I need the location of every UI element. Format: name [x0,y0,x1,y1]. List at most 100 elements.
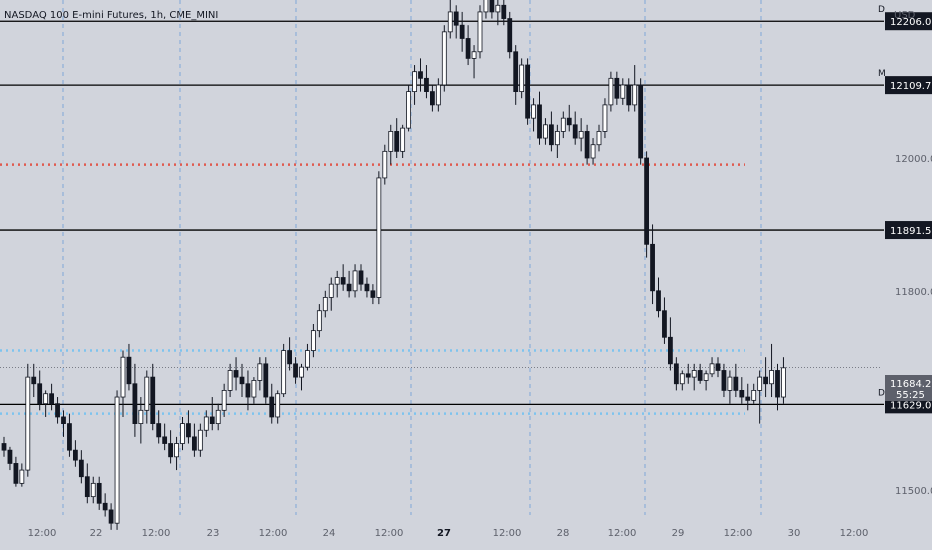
level-type-label: M [878,69,886,79]
candle-body [394,131,400,152]
level-price-label: 11891.50 [890,226,932,237]
candle-body [537,104,542,139]
time-label: 27 [437,528,451,539]
candle-body [495,4,501,13]
candle-body [679,373,685,385]
candle-body [596,131,602,146]
candle-body [96,482,102,504]
candle-body [608,77,614,106]
candle-body [650,243,655,292]
candle-body [739,389,745,398]
candle-body [721,370,727,391]
candle-body [727,376,733,391]
candle-body [626,84,632,106]
candle-body [305,350,310,368]
candle-body [340,277,346,285]
candle-body [382,150,388,179]
candles [1,0,786,530]
candle-body [435,84,441,106]
candle-body [519,64,525,93]
chart-title: NASDAQ 100 E-mini Futures, 1h, CME_MINI [4,10,218,21]
candle-body [358,270,364,285]
candle-body [221,389,227,411]
candle-body [668,336,673,365]
candle-body [632,84,638,106]
candle-body [477,11,483,53]
candle-body [513,51,519,92]
candle-body [73,449,78,461]
candle-body [584,131,590,159]
candle-body [560,117,566,132]
candle-body [67,423,72,451]
candle-body [126,356,132,385]
candle-body [108,509,114,524]
candle-body [90,482,96,498]
candle-body [257,363,263,381]
candle-body [531,104,536,119]
price-tick-label: 12000.00 [895,154,932,165]
price-axis[interactable]: 12400.0012300.0012000.0011800.0011500.00 [895,0,932,497]
candle-body [293,363,298,378]
candle-body [465,38,471,59]
candle-body [334,277,340,285]
candle-body [501,4,507,19]
candle-body [263,363,269,398]
candle-body [150,376,156,424]
candle-body [102,502,108,511]
time-axis[interactable]: 12:00 22 12:00 23 12:00 24 12:00 27 12:00 28 12:00… [28,528,869,539]
level-price-label: 11629.00 [890,400,932,411]
price-tick-label: 11800.00 [895,287,932,298]
candle-body [644,157,649,245]
candle-body [186,423,191,438]
candle-body [388,131,394,152]
candle-body [49,393,54,405]
candle-body [590,144,596,159]
candle-body [245,383,251,398]
level-type-label: D [878,388,885,398]
candle-body [370,290,376,298]
time-label: 23 [207,528,220,539]
candle-body [602,104,608,132]
time-label: 30 [788,528,801,539]
candle-body [673,363,679,385]
candle-body [31,376,37,385]
candle-body [775,370,780,398]
time-label: 29 [672,528,685,539]
candle-body [691,370,697,378]
time-label: 28 [557,528,570,539]
candle-body [138,409,144,425]
candle-body [412,71,417,93]
candle-body [55,403,60,418]
time-label: 22 [90,528,103,539]
candle-body [316,310,322,332]
candle-body [715,363,721,371]
currency-label: USD [894,10,916,21]
candle-body [328,283,334,298]
candle-body [453,11,459,26]
candle-body [745,396,751,401]
candle-body [281,350,287,395]
candle-body [120,356,126,398]
candle-body [174,443,179,458]
candle-body [578,131,584,139]
current-price-tag-box [885,375,932,401]
candle-body [459,24,465,39]
level-price-tag [885,221,932,240]
time-grid [62,0,762,515]
candle-body [572,124,578,139]
time-label: 12:00 [608,528,637,539]
candle-body [19,469,25,484]
candle-body [441,31,447,86]
candle-body [364,283,370,292]
candle-body [483,0,489,13]
level-price-tag [885,12,932,31]
candle-body [769,370,774,385]
current-price-tag: 11684.25 55:25 [885,375,932,401]
candle-body [84,476,90,498]
candle-body [7,449,13,464]
candle-body [525,64,530,119]
candle-body [757,376,763,391]
candle-body [1,443,7,451]
level-price-label: 12109.75 [890,81,932,92]
